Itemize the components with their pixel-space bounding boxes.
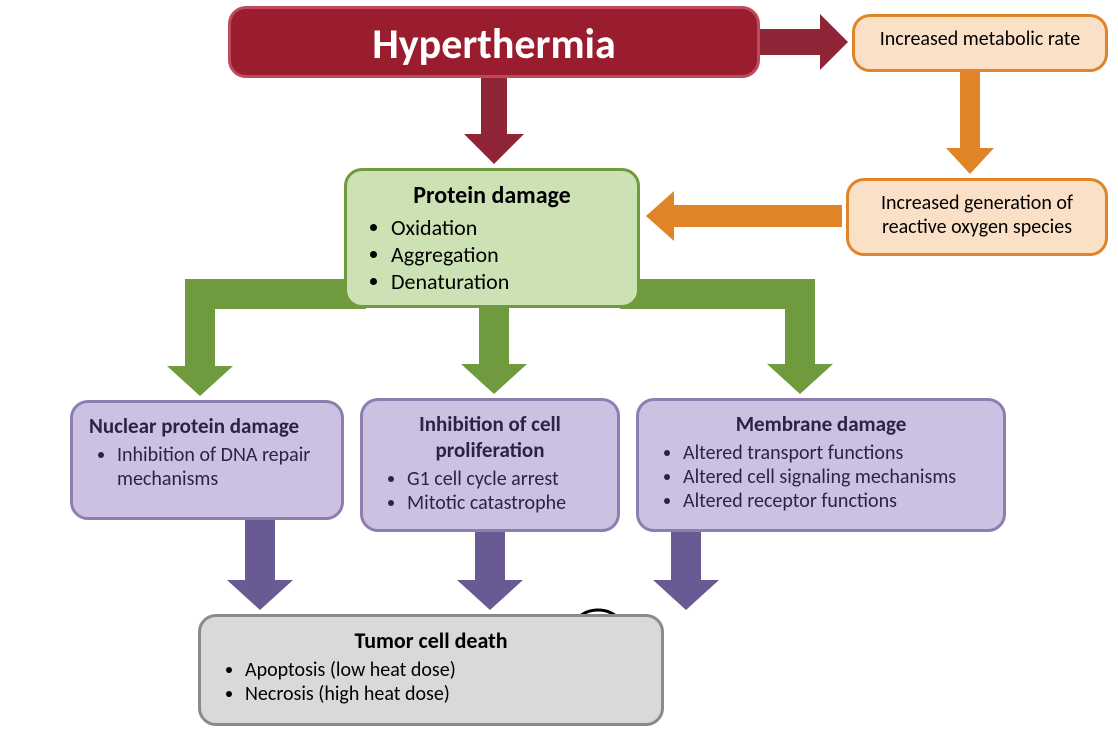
node-membrane: Membrane damage Altered transport functio… [636, 398, 1006, 532]
node-protein_damage-bullet-1: Aggregation [391, 241, 621, 268]
node-protein_damage: Protein damage OxidationAggregationDenatu… [344, 168, 640, 308]
node-nuclear-title: Nuclear protein damage [89, 413, 325, 439]
node-inhibition-bullet-1: Mitotic catastrophe [407, 491, 601, 515]
arrow-2 [946, 72, 994, 174]
node-death-bullets: Apoptosis (low heat dose)Necrosis (high … [217, 658, 645, 706]
node-nuclear-bullet-0: Inhibition of DNA repair mechanisms [117, 443, 325, 491]
node-inhibition-title: Inhibition of cell proliferation [379, 411, 601, 463]
node-protein_damage-bullets: OxidationAggregationDenaturation [363, 214, 621, 295]
arrow-0 [464, 78, 524, 164]
node-protein_damage-bullet-2: Denaturation [391, 268, 621, 295]
node-nuclear-bullets: Inhibition of DNA repair mechanisms [89, 443, 325, 491]
arrow-5 [461, 308, 527, 394]
node-death-title: Tumor cell death [217, 627, 645, 654]
node-protein_damage-title: Protein damage [363, 181, 621, 210]
arrow-9 [653, 532, 719, 610]
arrow-1 [760, 14, 848, 70]
node-inhibition-bullet-0: G1 cell cycle arrest [407, 467, 601, 491]
node-membrane-bullet-2: Altered receptor functions [683, 489, 987, 513]
node-death-bullet-1: Necrosis (high heat dose) [245, 682, 645, 706]
node-ros-title: Increased generation of reactive oxygen … [865, 191, 1089, 239]
node-nuclear: Nuclear protein damage Inhibition of DNA … [70, 400, 344, 520]
arrow-3 [646, 191, 842, 241]
node-membrane-bullet-0: Altered transport functions [683, 441, 987, 465]
arrow-4 [167, 279, 366, 396]
node-membrane-title: Membrane damage [655, 411, 987, 437]
node-inhibition: Inhibition of cell proliferationG1 cell … [360, 398, 620, 532]
node-metabolic: Increased metabolic rate [852, 14, 1108, 72]
node-hyperthermia-title: Hyperthermia [247, 19, 741, 70]
node-membrane-bullets: Altered transport functionsAltered cell … [655, 441, 987, 513]
node-metabolic-title: Increased metabolic rate [871, 27, 1089, 51]
node-hyperthermia: Hyperthermia [228, 6, 760, 78]
arrow-8 [457, 532, 523, 610]
node-inhibition-bullets: G1 cell cycle arrestMitotic catastrophe [379, 467, 601, 515]
node-protein_damage-bullet-0: Oxidation [391, 214, 621, 241]
node-membrane-bullet-1: Altered cell signaling mechanisms [683, 465, 987, 489]
flowchart-canvas: Hyperthermia Increased metabolic rate Incr… [0, 0, 1118, 739]
arrow-6 [620, 279, 833, 394]
arrow-7 [227, 520, 293, 610]
node-death: Tumor cell death Apoptosis (low heat dose… [198, 614, 664, 726]
node-ros: Increased generation of reactive oxygen … [846, 178, 1108, 256]
node-death-bullet-0: Apoptosis (low heat dose) [245, 658, 645, 682]
